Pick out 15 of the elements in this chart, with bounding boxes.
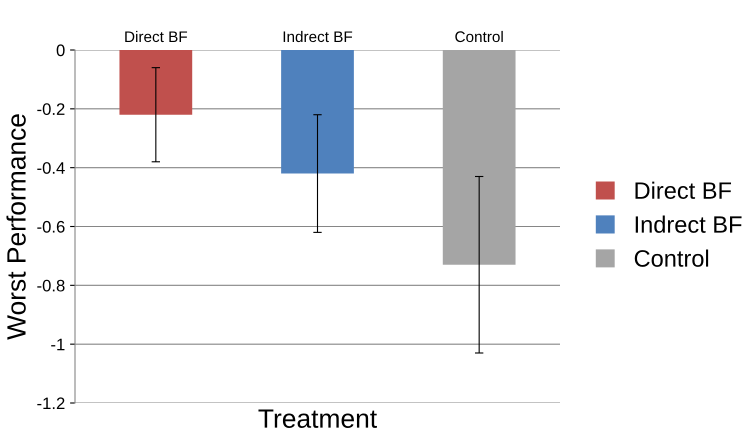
y-tick-label: 0 xyxy=(56,44,65,56)
y-tick-label: -0.4 xyxy=(37,162,65,174)
y-tick-label: -0.2 xyxy=(37,103,64,116)
legend-label: Indrect BF xyxy=(636,216,742,233)
x-tick-label: Control xyxy=(455,30,503,42)
y-tick-label: -1.2 xyxy=(37,397,64,410)
y-tick-label: -0.8 xyxy=(37,280,65,292)
y-tick-label: -1 xyxy=(51,338,64,350)
legend-label: Direct BF xyxy=(636,182,732,199)
x-tick-label: Indrect BF xyxy=(284,30,352,42)
y-axis-title: Worst Performance xyxy=(6,114,26,340)
y-tick-label: -0.6 xyxy=(37,220,65,233)
x-tick-label: Direct BF xyxy=(125,30,188,42)
x-axis-title: Treatment xyxy=(258,410,377,428)
legend-label: Control xyxy=(634,250,708,267)
